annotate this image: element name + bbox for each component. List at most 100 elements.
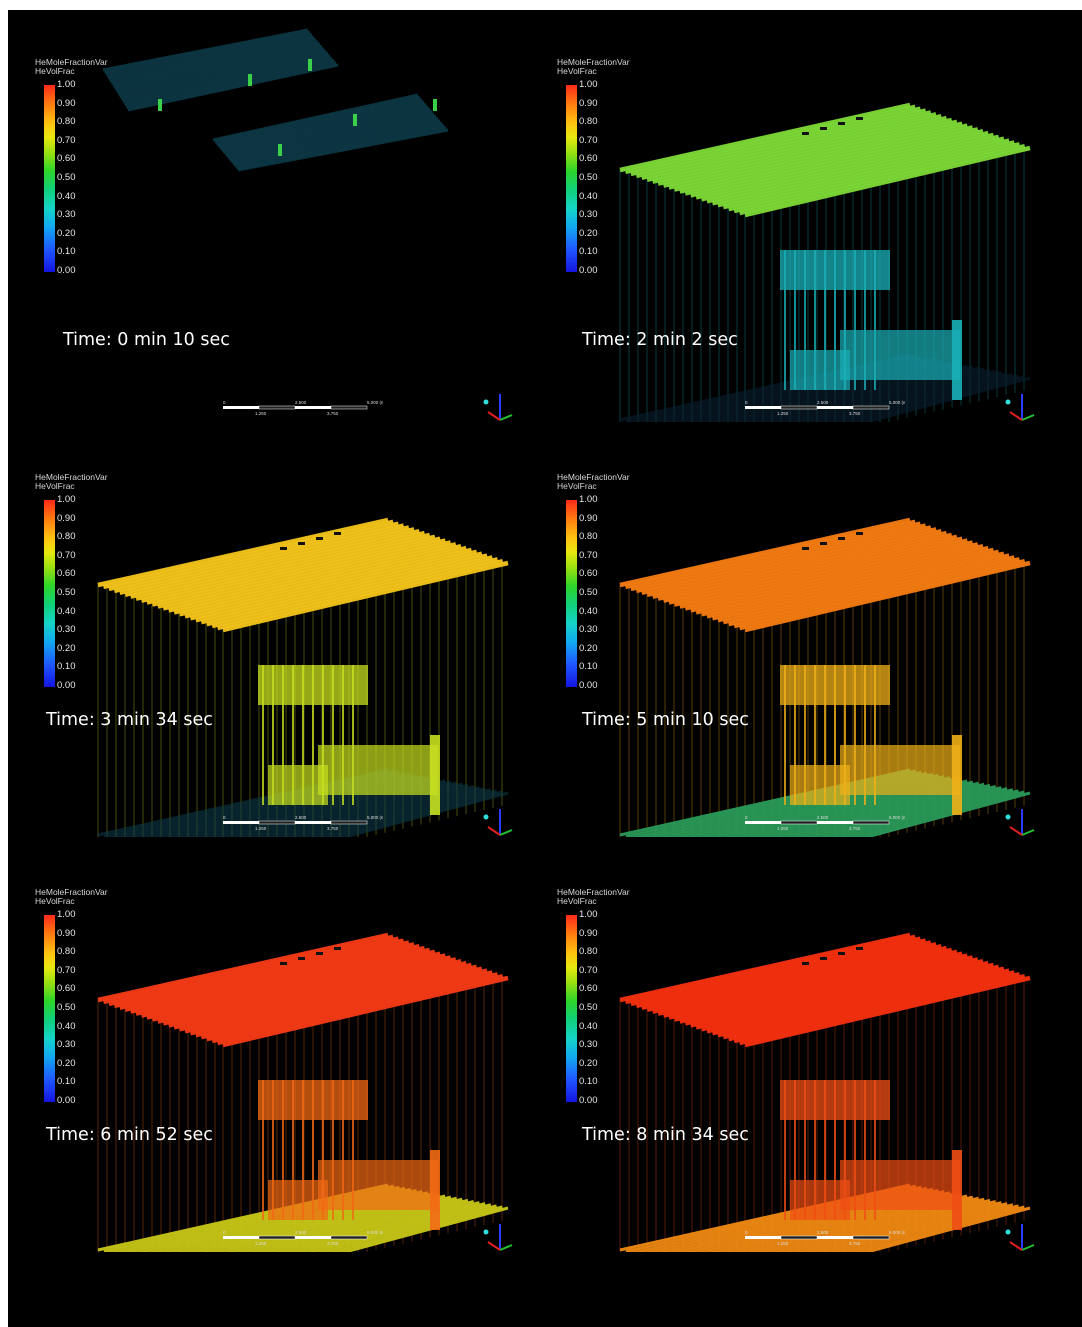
color-legend: HeMoleFractionVar HeVolFrac 1.00 0.90 0.80 0.… (557, 473, 667, 713)
legend-tick: 0.30 (579, 209, 598, 221)
legend-tick: 0.40 (579, 190, 598, 202)
legend-title: HeMoleFractionVar HeVolFrac (557, 473, 630, 491)
legend-tick: 0.20 (579, 227, 598, 239)
legend-field: HeVolFrac (35, 896, 75, 906)
legend-tick: 0.60 (57, 983, 76, 995)
legend-tick: 0.70 (57, 964, 76, 976)
legend-tick: 0.00 (579, 265, 598, 276)
scale-label: 5.000 (m) (367, 815, 383, 820)
legend-title: HeMoleFractionVar HeVolFrac (557, 58, 630, 76)
scale-label: 1.250 (777, 411, 789, 416)
legend-tick: 0.80 (57, 531, 76, 543)
color-legend: HeMoleFractionVar HeVolFrac 1.00 0.90 0.80 0.… (35, 473, 145, 713)
legend-field: HeVolFrac (557, 481, 597, 491)
ceiling-slats (97, 932, 509, 1048)
legend-field: HeVolFrac (35, 481, 75, 491)
time-label: Time: 3 min 34 sec (46, 710, 213, 730)
legend-tick: 0.00 (579, 1095, 598, 1106)
legend-tick: 0.30 (579, 624, 598, 636)
color-legend: HeMoleFractionVar HeVolFrac 1.00 0.90 0.80 0.… (557, 888, 667, 1128)
room-3d-render (97, 517, 509, 837)
legend-colorbar (44, 915, 55, 1102)
legend-tick: 0.90 (579, 512, 598, 524)
simulation-panel-0: HeMoleFractionVar HeVolFrac 1.00 0.90 0.80 0.… (8, 10, 526, 422)
legend-tick: 0.30 (57, 209, 76, 221)
scale-label: 5.000 (m) (367, 400, 383, 405)
legend-variable: HeMoleFractionVar (35, 887, 108, 897)
equipment-block (780, 250, 962, 400)
legend-tick: 0.70 (57, 549, 76, 561)
room-3d-render (619, 517, 1031, 837)
legend-tick: 0.80 (579, 531, 598, 543)
ceiling-slab-right (212, 93, 449, 172)
legend-tick: 0.00 (57, 265, 76, 276)
legend-field: HeVolFrac (35, 66, 75, 76)
scale-label: 2.500 (817, 1230, 829, 1235)
legend-tick: 1.00 (579, 494, 598, 505)
simulation-panel-2: HeMoleFractionVar HeVolFrac 1.00 0.90 0.80 0.… (8, 425, 526, 837)
legend-tick: 0.10 (57, 661, 76, 673)
legend-field: HeVolFrac (557, 896, 597, 906)
legend-colorbar (566, 500, 577, 687)
scale-label: 0 (223, 400, 226, 405)
legend-variable: HeMoleFractionVar (35, 472, 108, 482)
color-legend: HeMoleFractionVar HeVolFrac 1.00 0.90 0.80 0.… (557, 58, 667, 298)
axes-triad-icon (483, 809, 513, 836)
scale-label: 2.500 (295, 400, 307, 405)
legend-variable: HeMoleFractionVar (557, 57, 630, 67)
scale-label: 1.250 (777, 1241, 789, 1246)
legend-tick: 1.00 (579, 79, 598, 90)
scale-label: 0 (745, 1230, 748, 1235)
legend-tick: 0.60 (57, 153, 76, 165)
ceiling-vents (802, 117, 863, 135)
legend-title: HeMoleFractionVar HeVolFrac (35, 473, 108, 491)
legend-tick: 0.50 (579, 587, 598, 598)
scale-label: 1.250 (255, 1241, 267, 1246)
scale-bar: 0 2.500 5.000 (m) 1.250 3.750 (745, 398, 909, 422)
legend-tick: 0.60 (579, 568, 598, 580)
legend-tick: 0.30 (57, 624, 76, 636)
legend-tick: 0.80 (57, 946, 76, 958)
legend-tick: 0.50 (579, 1002, 598, 1013)
legend-tick: 1.00 (57, 909, 76, 920)
legend-tick: 0.20 (579, 1057, 598, 1069)
simulation-panel-3: HeMoleFractionVar HeVolFrac 1.00 0.90 0.80 0.… (530, 425, 1048, 837)
scale-bar: 0 2.500 5.000 (m) 1.250 3.750 (223, 398, 387, 422)
legend-tick: 0.20 (579, 642, 598, 654)
legend-tick: 0.90 (57, 97, 76, 109)
ceiling-vents (280, 947, 341, 965)
scale-label: 2.500 (817, 815, 829, 820)
ceiling-vents (802, 947, 863, 965)
scale-label: 3.750 (849, 1241, 861, 1246)
legend-tick: 0.00 (57, 680, 76, 691)
legend-tick: 0.60 (579, 153, 598, 165)
legend-tick: 0.10 (579, 661, 598, 673)
scale-label: 0 (745, 400, 748, 405)
scale-label: 5.000 (m) (889, 1230, 905, 1235)
legend-tick: 0.10 (57, 1076, 76, 1088)
legend-tick: 0.90 (57, 927, 76, 939)
simulation-panel-1: HeMoleFractionVar HeVolFrac 1.00 0.90 0.80 0.… (530, 10, 1048, 422)
scale-bar: 0 2.500 5.000 (m) 1.250 3.750 (223, 813, 387, 837)
time-label: Time: 6 min 52 sec (46, 1125, 213, 1145)
color-legend: HeMoleFractionVar HeVolFrac 1.00 0.90 0.80 0.… (35, 58, 145, 298)
legend-tick: 0.50 (57, 172, 76, 183)
scale-label: 0 (745, 815, 748, 820)
legend-tick: 1.00 (579, 909, 598, 920)
scale-label: 1.250 (255, 411, 267, 416)
scale-bar: 0 2.500 5.000 (m) 1.250 3.750 (745, 1228, 909, 1252)
legend-tick: 0.30 (579, 1039, 598, 1051)
ceiling-slats (619, 517, 1031, 633)
scale-label: 5.000 (m) (889, 815, 905, 820)
legend-tick: 0.20 (57, 642, 76, 654)
legend-tick: 0.20 (57, 1057, 76, 1069)
simulation-panel-4: HeMoleFractionVar HeVolFrac 1.00 0.90 0.80 0.… (8, 840, 526, 1252)
legend-title: HeMoleFractionVar HeVolFrac (35, 58, 108, 76)
scale-label: 1.250 (255, 826, 267, 831)
equipment-block (258, 665, 440, 815)
legend-title: HeMoleFractionVar HeVolFrac (35, 888, 108, 906)
ceiling-slats (619, 102, 1031, 218)
legend-tick: 0.00 (579, 680, 598, 691)
legend-colorbar (566, 85, 577, 272)
equipment-block (780, 1080, 962, 1230)
